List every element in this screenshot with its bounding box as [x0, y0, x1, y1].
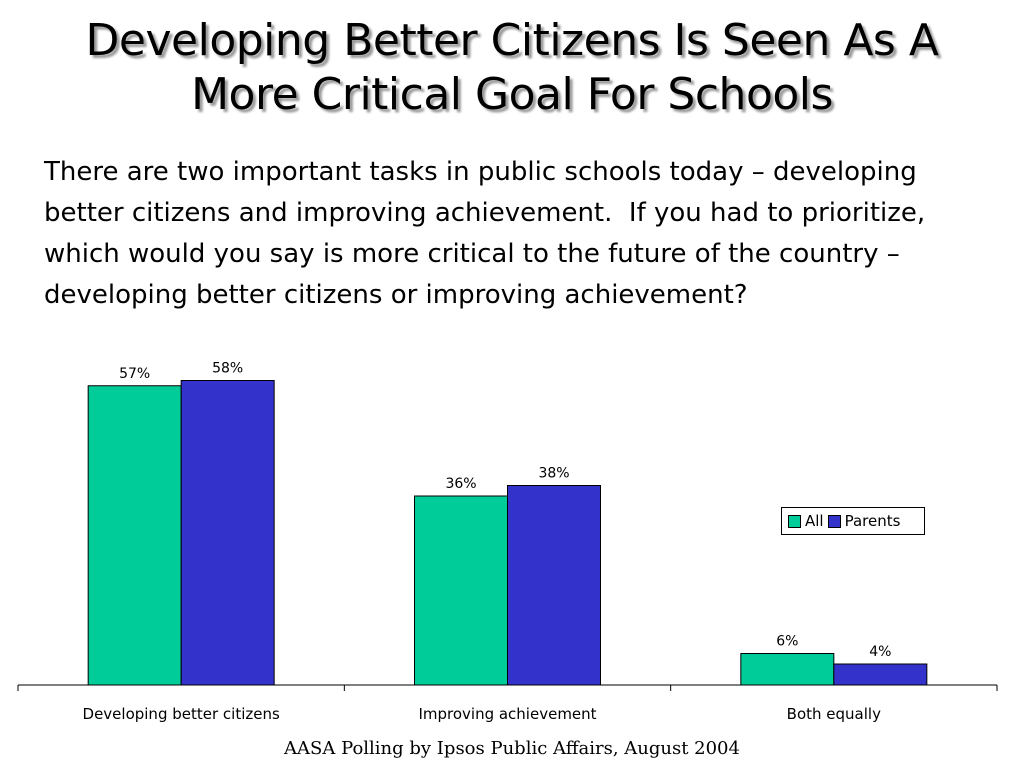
bar-all-1 — [414, 495, 508, 686]
source-footer: AASA Polling by Ipsos Public Affairs, Au… — [284, 738, 740, 759]
legend-swatch-parents — [827, 514, 841, 528]
data-label-all-1: 36% — [445, 476, 476, 492]
bar-all-0 — [87, 385, 182, 686]
data-label-parents-1: 38% — [538, 466, 569, 482]
title-line-2: More Critical Goal For Schools — [191, 69, 833, 120]
bar-parents-2 — [833, 663, 928, 686]
title-line-1: Developing Better Citizens Is Seen As A — [85, 15, 939, 66]
bar-all-2 — [740, 653, 835, 686]
legend-item-all: All — [788, 512, 824, 530]
category-label-2: Both equally — [787, 705, 881, 723]
bar-parents-1 — [507, 485, 601, 686]
legend-label-parents: Parents — [844, 512, 901, 530]
bar-parents-0 — [180, 380, 275, 686]
chart-legend: All Parents — [781, 507, 925, 535]
bar-chart: 57% 58% Developing better citizens 36% 38% Im… — [17, 361, 998, 723]
legend-item-parents: Parents — [827, 512, 901, 530]
legend-label-all: All — [805, 512, 824, 530]
legend-swatch-all — [788, 514, 801, 528]
survey-question: There are two important tasks in public … — [44, 157, 934, 310]
data-label-all-2: 6% — [776, 634, 798, 650]
category-label-0: Developing better citizens — [83, 705, 280, 723]
data-label-parents-0: 58% — [212, 361, 243, 377]
category-label-1: Improving achievement — [418, 705, 596, 723]
data-label-parents-2: 4% — [869, 644, 891, 660]
slide-title: Developing Better Citizens Is Seen As A … — [0, 14, 1024, 122]
data-label-all-0: 57% — [119, 366, 150, 382]
